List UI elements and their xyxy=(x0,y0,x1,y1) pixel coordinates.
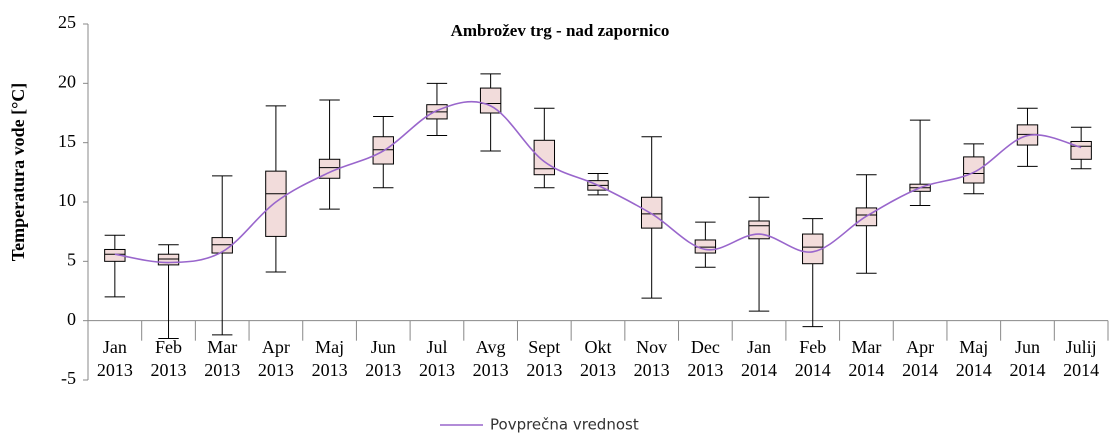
y-tick-label: 5 xyxy=(67,249,76,269)
x-tick-label: 2013 xyxy=(687,360,723,380)
x-tick-label: 2014 xyxy=(795,360,831,380)
x-tick-label: Nov xyxy=(636,337,667,357)
x-tick-label: Apr xyxy=(906,337,934,357)
y-axis-label: Temperatura vode [°C] xyxy=(8,83,28,262)
x-tick-label: Apr xyxy=(262,337,290,357)
x-tick-label: 2013 xyxy=(312,360,348,380)
box xyxy=(479,87,502,114)
x-tick-label: Mar xyxy=(851,337,881,357)
y-tick-label: 25 xyxy=(58,12,76,32)
box xyxy=(104,248,126,262)
x-tick-label: 2014 xyxy=(741,360,777,380)
x-tick-label: Jun xyxy=(1015,337,1040,357)
x-tick-label: 2013 xyxy=(151,360,187,380)
x-tick-label: Sept xyxy=(528,337,560,357)
x-tick-label: Feb xyxy=(799,337,826,357)
y-tick-label: 10 xyxy=(58,190,76,210)
x-tick-label: Feb xyxy=(155,337,182,357)
chart-title: Ambrožev trg - nad zapornico xyxy=(451,21,670,40)
x-tick-label: Jan xyxy=(747,337,771,357)
x-tick-label: 2014 xyxy=(1063,360,1099,380)
y-tick-label: 0 xyxy=(67,309,76,329)
x-tick-label: 2014 xyxy=(956,360,992,380)
x-tick-label: Jan xyxy=(103,337,127,357)
x-tick-label: 2013 xyxy=(634,360,670,380)
y-tick-label: 15 xyxy=(58,131,76,151)
box xyxy=(640,196,663,229)
x-tick-label: Dec xyxy=(691,337,720,357)
x-tick-label: Maj xyxy=(959,337,988,357)
legend-label: Povprečna vrednost xyxy=(490,416,639,434)
x-tick-label: 2014 xyxy=(902,360,938,380)
box xyxy=(533,139,556,176)
x-tick-label: 2013 xyxy=(97,360,133,380)
x-tick-label: 2013 xyxy=(258,360,294,380)
x-tick-label: Jul xyxy=(426,337,447,357)
box xyxy=(963,156,985,184)
box xyxy=(211,237,233,254)
x-tick-label: Mar xyxy=(207,337,237,357)
y-tick-label: 20 xyxy=(58,71,76,91)
mean-line xyxy=(114,100,1082,264)
x-tick-label: 2013 xyxy=(526,360,562,380)
x-tick-label: Julij xyxy=(1066,337,1097,357)
x-tick-label: Okt xyxy=(585,337,612,357)
x-tick-label: 2013 xyxy=(580,360,616,380)
box xyxy=(157,253,180,266)
x-tick-label: Avg xyxy=(476,337,506,357)
x-tick-label: 2013 xyxy=(473,360,509,380)
x-tick-label: Maj xyxy=(315,337,344,357)
y-tick-label: -5 xyxy=(61,368,76,388)
box xyxy=(265,170,287,237)
box xyxy=(1070,140,1092,160)
x-tick-label: 2013 xyxy=(204,360,240,380)
x-tick-label: 2014 xyxy=(1009,360,1045,380)
x-tick-label: Jun xyxy=(371,337,396,357)
x-tick-label: 2013 xyxy=(419,360,455,380)
x-tick-label: 2013 xyxy=(365,360,401,380)
x-tick-label: 2014 xyxy=(848,360,884,380)
